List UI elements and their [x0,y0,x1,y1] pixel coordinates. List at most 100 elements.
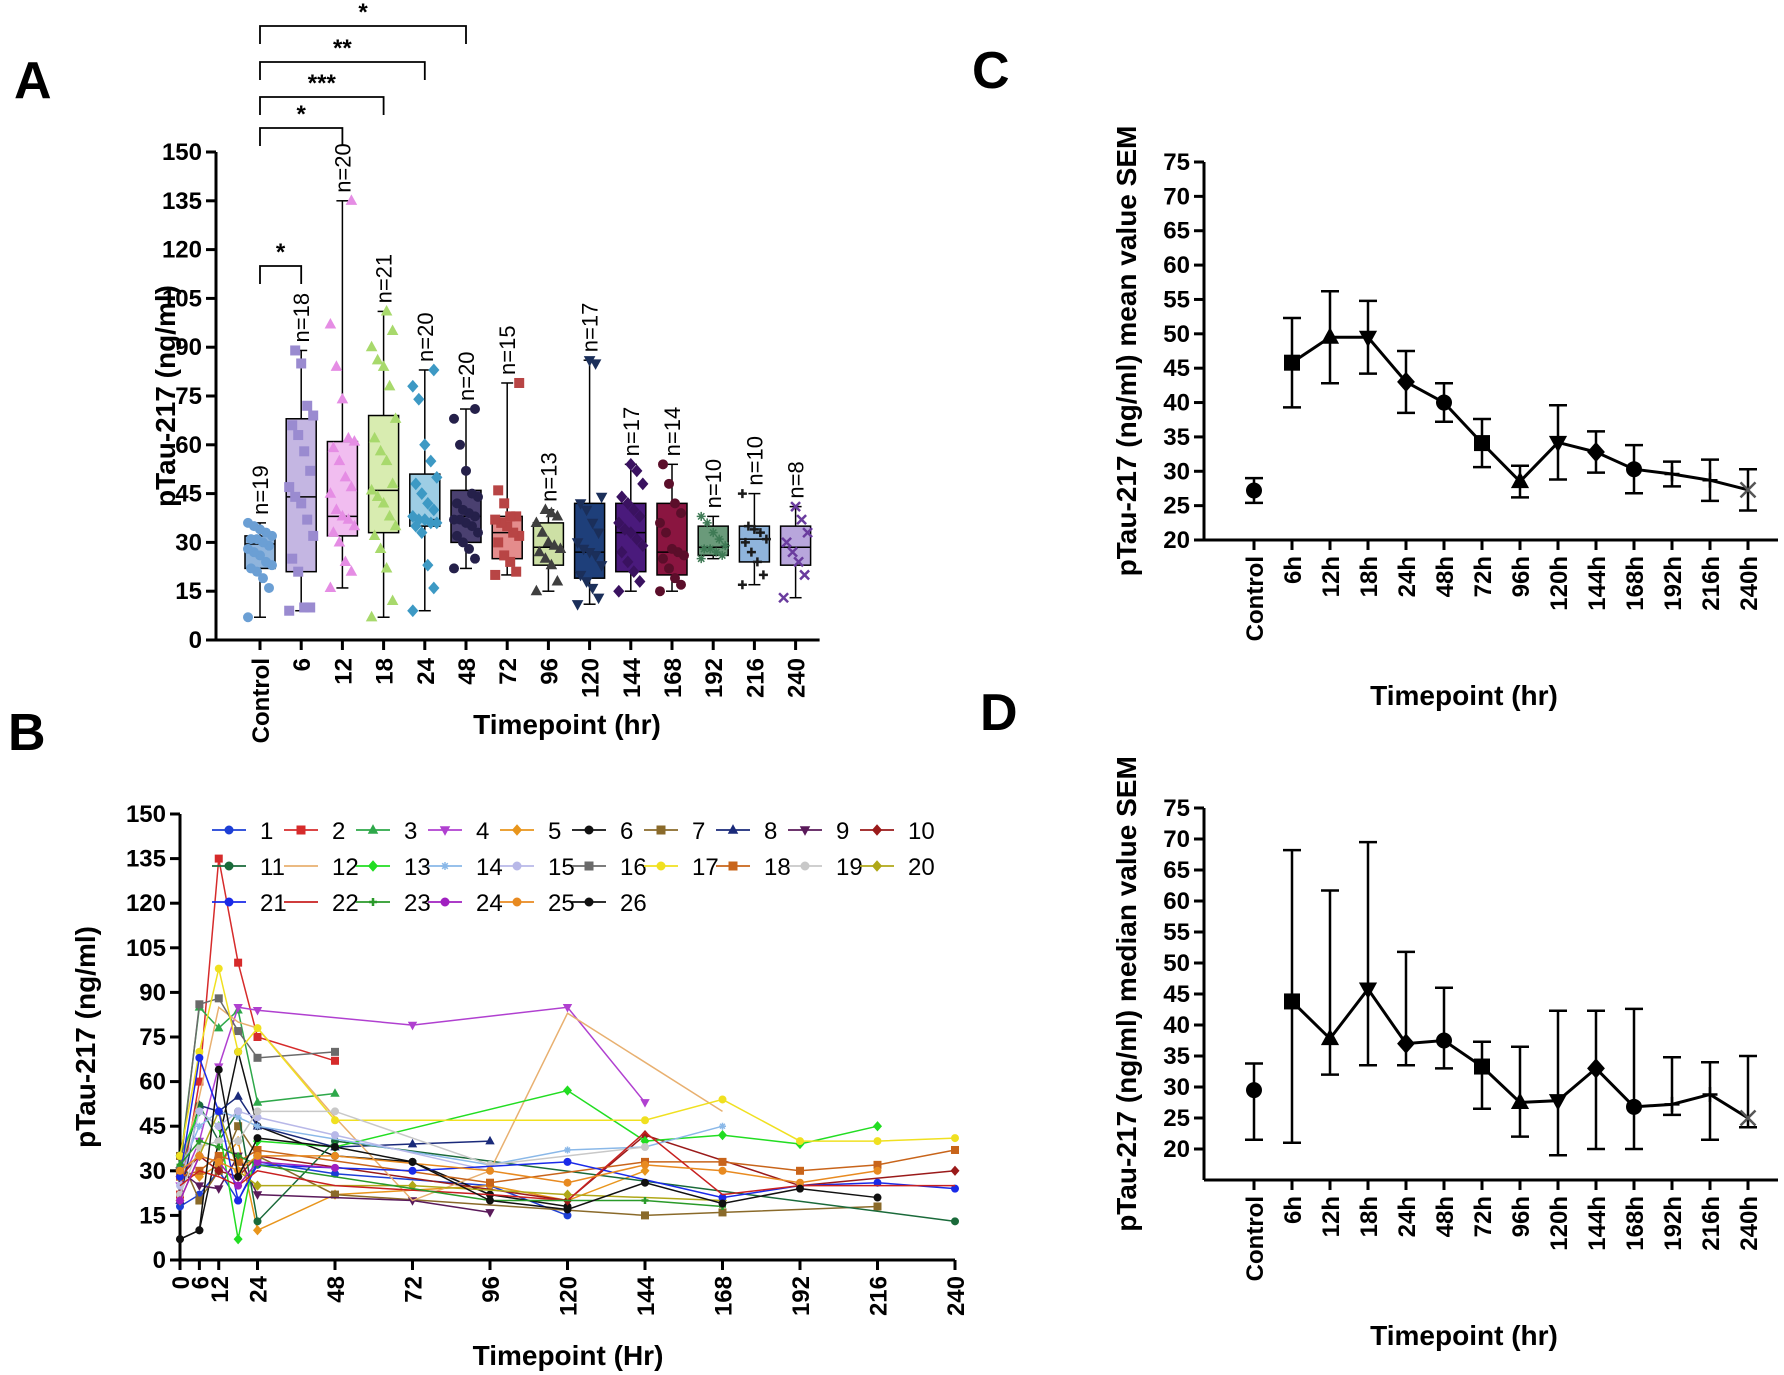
data-point [493,537,504,548]
series-point [485,1209,495,1218]
n-label: n=8 [784,461,809,498]
series-19 [176,1107,649,1199]
box-group [778,501,813,604]
y-tick-label: 55 [1163,286,1190,313]
data-point [490,569,501,580]
series-point [234,958,243,967]
legend-item: 22 [284,890,359,917]
y-tick-label: 55 [1163,919,1190,946]
data-point [339,555,352,567]
legend-swatch-marker [728,861,738,871]
data-point [737,489,747,499]
data-point [530,516,543,527]
data-point [1664,466,1680,482]
data-point [299,602,310,613]
legend-swatch-marker [441,862,449,870]
y-tick-label: 75 [1163,795,1190,822]
data-point [386,477,399,488]
series-point [214,1065,223,1074]
data-point [667,543,677,554]
legend-label: 20 [908,854,935,881]
y-tick-label: 60 [175,432,202,459]
legend-item: 14 [428,854,503,881]
series-line [179,1005,723,1202]
data-point [1702,1086,1718,1102]
series-point [641,1143,649,1152]
data-point [374,444,387,456]
x-tick-label: 48h [1432,1196,1459,1237]
x-tick-label: 96 [536,658,563,685]
data-point [416,487,428,500]
series-point [214,1185,224,1194]
legend-label: 8 [764,818,777,845]
data-point [580,505,593,517]
series-point [407,1021,418,1031]
data-point [386,324,399,336]
data-point [637,539,649,553]
panel-a-box-chart: 0 15 30 45 60 75 90 105 120 135 150 pTau-217 (ng/ml… [150,0,820,743]
y-tick-label: 15 [139,1202,166,1229]
legend-label: 1 [260,818,273,845]
series-point [796,1184,804,1193]
error-bar [1435,986,1453,1070]
data-point [368,529,381,540]
data-point [458,537,468,548]
x-tick-label: 12h [1318,1196,1345,1237]
legend-label: 4 [476,818,489,845]
y-tick-label: 50 [1163,950,1190,977]
data-point [586,583,599,595]
data-point [1739,1109,1757,1127]
series-point [640,1099,650,1108]
data-point [758,570,768,580]
y-tick-label: 60 [139,1069,166,1096]
x-tick-label: Control [248,658,275,743]
series-point [486,1178,494,1187]
box-group [324,194,361,593]
box-group [490,377,525,580]
series-point [195,1137,203,1145]
y-tick-label: 0 [153,1247,166,1274]
significance-bracket [259,265,303,284]
data-point [308,530,319,541]
data-point [1358,330,1378,348]
series-point [873,1137,882,1146]
series-point [331,1131,339,1140]
significance-bracket [259,25,467,44]
series-point [951,1217,959,1226]
data-point [1436,394,1452,411]
data-point [345,194,358,205]
box-group [284,345,319,616]
data-point [592,528,605,540]
data-point [637,477,649,491]
data-point [664,478,674,489]
x-tick-label: 96h [1508,556,1535,597]
y-tick-label: 35 [1163,1043,1190,1070]
data-point [377,496,390,508]
data-point [324,581,337,593]
data-point [302,514,313,525]
x-tick-label: 168 [660,658,687,698]
data-point [345,480,358,492]
series-point [195,1000,204,1009]
legend-swatch-marker [656,861,666,871]
series-point [176,1235,184,1244]
series-line [179,968,956,1157]
series-point [873,1202,882,1211]
data-point [464,543,474,554]
data-point [431,470,443,484]
data-point [1320,1028,1340,1046]
series-point [796,1166,804,1175]
data-point [380,454,393,466]
legend-item: 5 [500,818,561,845]
data-point [699,544,709,554]
significance-label: * [276,239,286,266]
data-point [622,496,634,510]
data-point [613,584,625,598]
legend-item: 13 [356,854,431,881]
data-point [717,550,727,560]
box-group [365,304,402,622]
legend-swatch-marker [224,825,234,835]
y-tick-label: 30 [139,1158,166,1185]
data-point [290,491,301,502]
data-point [330,360,343,371]
